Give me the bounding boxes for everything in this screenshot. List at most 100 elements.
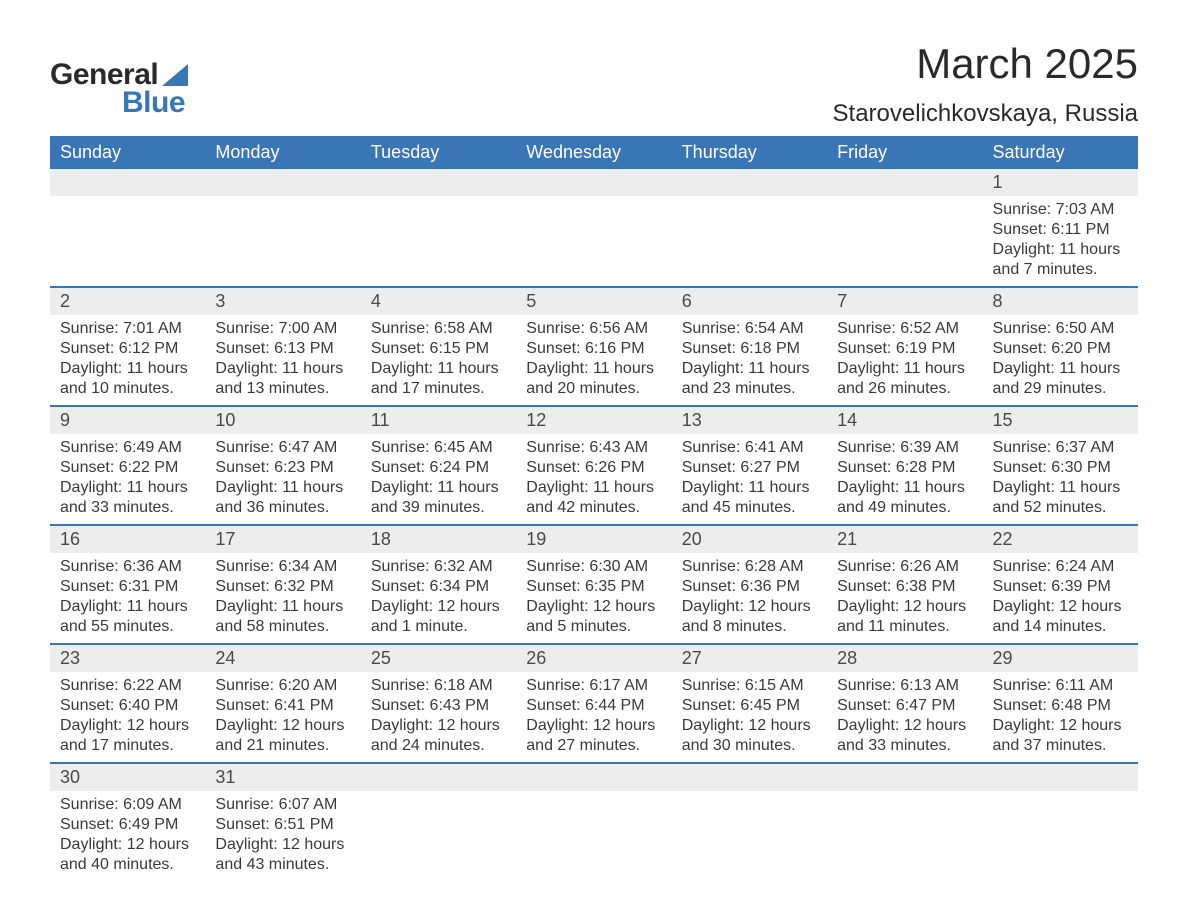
- daylight-line: Daylight: 12 hours and 17 minutes.: [60, 716, 195, 756]
- day-info: Sunrise: 6:11 AMSunset: 6:48 PMDaylight:…: [983, 672, 1138, 762]
- calendar-day-cell: 6Sunrise: 6:54 AMSunset: 6:18 PMDaylight…: [672, 287, 827, 406]
- daylight-line: Daylight: 12 hours and 43 minutes.: [215, 835, 350, 875]
- calendar-day-cell: [672, 763, 827, 881]
- calendar-day-cell: [672, 169, 827, 287]
- sunset-line: Sunset: 6:24 PM: [371, 458, 506, 478]
- sunset-line: Sunset: 6:27 PM: [682, 458, 817, 478]
- day-number: 7: [827, 288, 982, 315]
- day-number: 17: [205, 526, 360, 553]
- day-info: Sunrise: 6:39 AMSunset: 6:28 PMDaylight:…: [827, 434, 982, 524]
- calendar-day-cell: 30Sunrise: 6:09 AMSunset: 6:49 PMDayligh…: [50, 763, 205, 881]
- calendar-day-cell: 18Sunrise: 6:32 AMSunset: 6:34 PMDayligh…: [361, 525, 516, 644]
- calendar-day-cell: 1Sunrise: 7:03 AMSunset: 6:11 PMDaylight…: [983, 169, 1138, 287]
- day-number: 5: [516, 288, 671, 315]
- calendar-day-cell: [361, 169, 516, 287]
- day-info: Sunrise: 7:00 AMSunset: 6:13 PMDaylight:…: [205, 315, 360, 405]
- sunset-line: Sunset: 6:16 PM: [526, 339, 661, 359]
- day-info: Sunrise: 6:24 AMSunset: 6:39 PMDaylight:…: [983, 553, 1138, 643]
- calendar-day-cell: 27Sunrise: 6:15 AMSunset: 6:45 PMDayligh…: [672, 644, 827, 763]
- day-info: Sunrise: 7:01 AMSunset: 6:12 PMDaylight:…: [50, 315, 205, 405]
- daylight-line: Daylight: 11 hours and 58 minutes.: [215, 597, 350, 637]
- day-number: [50, 169, 205, 196]
- day-info: Sunrise: 6:26 AMSunset: 6:38 PMDaylight:…: [827, 553, 982, 643]
- calendar-day-cell: 21Sunrise: 6:26 AMSunset: 6:38 PMDayligh…: [827, 525, 982, 644]
- day-info: Sunrise: 7:03 AMSunset: 6:11 PMDaylight:…: [983, 196, 1138, 286]
- calendar-day-cell: [205, 169, 360, 287]
- calendar-day-cell: 15Sunrise: 6:37 AMSunset: 6:30 PMDayligh…: [983, 406, 1138, 525]
- calendar-day-cell: 13Sunrise: 6:41 AMSunset: 6:27 PMDayligh…: [672, 406, 827, 525]
- day-info: [50, 196, 205, 276]
- day-info: Sunrise: 6:18 AMSunset: 6:43 PMDaylight:…: [361, 672, 516, 762]
- day-number: [361, 169, 516, 196]
- calendar-week-row: 2Sunrise: 7:01 AMSunset: 6:12 PMDaylight…: [50, 287, 1138, 406]
- sunset-line: Sunset: 6:28 PM: [837, 458, 972, 478]
- day-header: Tuesday: [361, 136, 516, 169]
- day-number: [516, 169, 671, 196]
- calendar-day-cell: 5Sunrise: 6:56 AMSunset: 6:16 PMDaylight…: [516, 287, 671, 406]
- day-number: 3: [205, 288, 360, 315]
- sunrise-line: Sunrise: 6:58 AM: [371, 319, 506, 339]
- calendar-day-cell: 4Sunrise: 6:58 AMSunset: 6:15 PMDaylight…: [361, 287, 516, 406]
- daylight-line: Daylight: 12 hours and 21 minutes.: [215, 716, 350, 756]
- day-number: 12: [516, 407, 671, 434]
- sunrise-line: Sunrise: 6:41 AM: [682, 438, 817, 458]
- day-info: Sunrise: 6:54 AMSunset: 6:18 PMDaylight:…: [672, 315, 827, 405]
- day-number: 28: [827, 645, 982, 672]
- day-number: 26: [516, 645, 671, 672]
- sunset-line: Sunset: 6:41 PM: [215, 696, 350, 716]
- sunrise-line: Sunrise: 6:50 AM: [993, 319, 1128, 339]
- day-info: [516, 791, 671, 871]
- day-info: [516, 196, 671, 276]
- sunset-line: Sunset: 6:39 PM: [993, 577, 1128, 597]
- sunset-line: Sunset: 6:48 PM: [993, 696, 1128, 716]
- day-info: Sunrise: 6:50 AMSunset: 6:20 PMDaylight:…: [983, 315, 1138, 405]
- calendar-day-cell: 23Sunrise: 6:22 AMSunset: 6:40 PMDayligh…: [50, 644, 205, 763]
- daylight-line: Daylight: 11 hours and 29 minutes.: [993, 359, 1128, 399]
- calendar-day-cell: [827, 169, 982, 287]
- day-number: 21: [827, 526, 982, 553]
- day-number: 20: [672, 526, 827, 553]
- calendar-day-cell: 28Sunrise: 6:13 AMSunset: 6:47 PMDayligh…: [827, 644, 982, 763]
- day-info: Sunrise: 6:36 AMSunset: 6:31 PMDaylight:…: [50, 553, 205, 643]
- daylight-line: Daylight: 12 hours and 37 minutes.: [993, 716, 1128, 756]
- sunset-line: Sunset: 6:34 PM: [371, 577, 506, 597]
- day-number: 1: [983, 169, 1138, 196]
- sunset-line: Sunset: 6:35 PM: [526, 577, 661, 597]
- day-number: 15: [983, 407, 1138, 434]
- sunrise-line: Sunrise: 6:15 AM: [682, 676, 817, 696]
- daylight-line: Daylight: 12 hours and 30 minutes.: [682, 716, 817, 756]
- sunset-line: Sunset: 6:23 PM: [215, 458, 350, 478]
- calendar-day-cell: 20Sunrise: 6:28 AMSunset: 6:36 PMDayligh…: [672, 525, 827, 644]
- day-number: 4: [361, 288, 516, 315]
- day-number: 31: [205, 764, 360, 791]
- daylight-line: Daylight: 11 hours and 20 minutes.: [526, 359, 661, 399]
- calendar-day-cell: 25Sunrise: 6:18 AMSunset: 6:43 PMDayligh…: [361, 644, 516, 763]
- calendar-day-cell: [516, 763, 671, 881]
- sunrise-line: Sunrise: 6:37 AM: [993, 438, 1128, 458]
- calendar-day-cell: 16Sunrise: 6:36 AMSunset: 6:31 PMDayligh…: [50, 525, 205, 644]
- day-number: [827, 764, 982, 791]
- location-label: Starovelichkovskaya, Russia: [833, 100, 1138, 128]
- sunrise-line: Sunrise: 6:30 AM: [526, 557, 661, 577]
- sunrise-line: Sunrise: 6:52 AM: [837, 319, 972, 339]
- sunrise-line: Sunrise: 7:01 AM: [60, 319, 195, 339]
- calendar-day-cell: 17Sunrise: 6:34 AMSunset: 6:32 PMDayligh…: [205, 525, 360, 644]
- day-header: Saturday: [983, 136, 1138, 169]
- day-info: Sunrise: 6:49 AMSunset: 6:22 PMDaylight:…: [50, 434, 205, 524]
- calendar-day-cell: 14Sunrise: 6:39 AMSunset: 6:28 PMDayligh…: [827, 406, 982, 525]
- sunrise-line: Sunrise: 6:09 AM: [60, 795, 195, 815]
- day-header: Friday: [827, 136, 982, 169]
- calendar-day-cell: 9Sunrise: 6:49 AMSunset: 6:22 PMDaylight…: [50, 406, 205, 525]
- day-info: Sunrise: 6:13 AMSunset: 6:47 PMDaylight:…: [827, 672, 982, 762]
- day-number: [516, 764, 671, 791]
- sunrise-line: Sunrise: 6:45 AM: [371, 438, 506, 458]
- day-number: 6: [672, 288, 827, 315]
- sunset-line: Sunset: 6:22 PM: [60, 458, 195, 478]
- daylight-line: Daylight: 12 hours and 1 minute.: [371, 597, 506, 637]
- day-number: 23: [50, 645, 205, 672]
- calendar-day-cell: 7Sunrise: 6:52 AMSunset: 6:19 PMDaylight…: [827, 287, 982, 406]
- calendar-day-cell: 26Sunrise: 6:17 AMSunset: 6:44 PMDayligh…: [516, 644, 671, 763]
- day-info: Sunrise: 6:28 AMSunset: 6:36 PMDaylight:…: [672, 553, 827, 643]
- sunrise-line: Sunrise: 6:36 AM: [60, 557, 195, 577]
- day-number: 8: [983, 288, 1138, 315]
